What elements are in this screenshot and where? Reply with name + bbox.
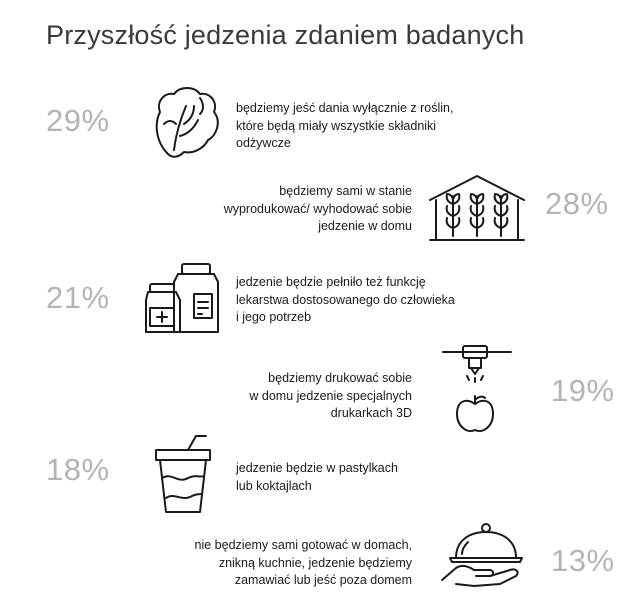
lettuce-icon: [150, 84, 224, 164]
percent-medicine: 21%: [46, 280, 110, 315]
percent-no-cooking: 13%: [551, 543, 615, 578]
greenhouse-icon: [426, 172, 528, 244]
desc-pills-shakes: jedzenie będzie w pastylkach lub koktajl…: [236, 461, 398, 493]
percent-home-grown: 28%: [545, 186, 609, 221]
serving-cloche-icon: [440, 522, 536, 588]
desc-no-cooking: nie będziemy sami gotować w domach, znik…: [194, 538, 412, 587]
page-title: Przyszłość jedzenia zdaniem badanych: [46, 20, 525, 50]
desc-plant-based: będziemy jeść dania wyłącznie z roślin, …: [236, 101, 454, 150]
desc-medicine: jedzenie będzie pełniło też funkcję leka…: [236, 275, 455, 324]
desc-3d-printing: będziemy drukować sobie w domu jedzenie …: [249, 371, 412, 420]
drink-cup-icon: [152, 432, 214, 516]
percent-plant-based: 29%: [46, 103, 110, 138]
3d-printer-apple-icon: [441, 342, 513, 438]
medicine-bottles-icon: [144, 262, 224, 336]
percent-3d-printing: 19%: [551, 373, 615, 408]
percent-pills-shakes: 18%: [46, 452, 110, 487]
desc-home-grown: będziemy sami w stanie wyprodukować/ wyh…: [223, 184, 412, 233]
